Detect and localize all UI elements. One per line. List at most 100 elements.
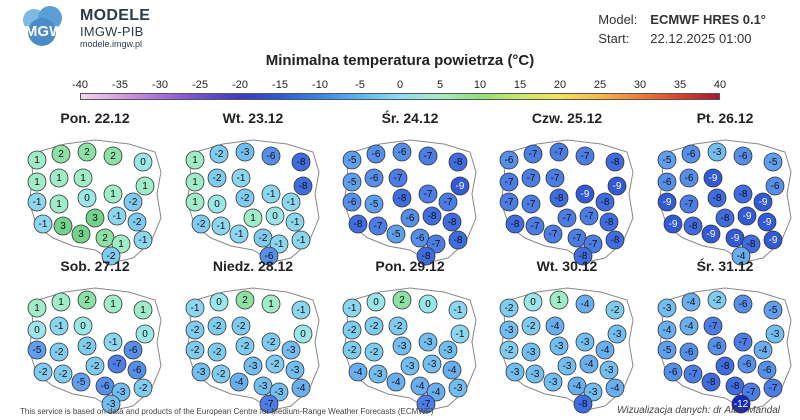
station-marker: -1 [285, 212, 305, 232]
station-marker: -6 [679, 168, 699, 188]
station-marker: -8 [348, 214, 368, 234]
station-circle [400, 208, 420, 228]
station-temp-label: -3 [107, 399, 116, 410]
station-temp-label: 0 [214, 199, 220, 210]
station-circle [763, 230, 783, 250]
station-circle [77, 188, 97, 208]
station-marker: -3 [607, 324, 627, 344]
station-circle [209, 144, 229, 164]
station-marker: -9 [450, 176, 470, 196]
station-temp-label: -7 [563, 213, 572, 224]
station-marker: 0 [209, 292, 229, 312]
station-temp-label: -8 [739, 189, 748, 200]
panel-day-label: Czw. 25.12 [531, 110, 603, 126]
station-temp-label: -8 [428, 211, 437, 222]
station-temp-label: -3 [398, 341, 407, 352]
station-circle [27, 320, 47, 340]
station-circle [763, 152, 783, 172]
station-marker: -6 [123, 340, 143, 360]
station-marker: -3 [281, 340, 301, 360]
station-temp-label: -1 [297, 305, 306, 316]
station-circle [229, 372, 249, 392]
station-marker: -3 [543, 372, 563, 392]
station-circle [207, 316, 227, 336]
station-temp-label: -4 [737, 251, 746, 262]
forecast-panel: Niedz. 28.12 -1 0 2 1 -1 -2 -2 -2 0 -2 -2 -2 -2 -3 -3 -2… [178, 258, 338, 418]
station-circle [235, 336, 255, 356]
station-circle [77, 142, 97, 162]
station-marker: -8 [733, 184, 753, 204]
station-circle [71, 224, 91, 244]
station-temp-label: -9 [613, 181, 622, 192]
station-temp-label: -7 [424, 151, 433, 162]
station-circle [107, 206, 127, 226]
station-circle [448, 152, 468, 172]
panel-day-label: Sob. 27.12 [60, 258, 130, 274]
station-marker: -4 [753, 340, 773, 360]
station-marker: 1 [49, 194, 69, 214]
station-circle [505, 362, 525, 382]
station-temp-label: -3 [197, 367, 206, 378]
station-circle [543, 372, 563, 392]
station-temp-label: -7 [424, 189, 433, 200]
colorbar-tick-label: 35 [673, 79, 687, 91]
station-marker: -3 [599, 360, 619, 380]
station-temp-label: -5 [348, 177, 357, 188]
station-marker: -6 [259, 246, 279, 266]
station-marker: -5 [364, 194, 384, 214]
station-circle [135, 176, 155, 196]
station-circle [525, 216, 545, 236]
station-temp-label: 1 [34, 177, 40, 188]
station-marker: -7 [567, 228, 587, 248]
station-circle [499, 340, 519, 360]
station-marker: -2 [261, 332, 281, 352]
station-temp-label: -3 [605, 365, 614, 376]
panel-day-label: Wt. 23.12 [222, 110, 284, 126]
station-circle [575, 184, 595, 204]
station-marker: -1 [107, 206, 127, 226]
station-circle [579, 354, 599, 374]
station-circle [293, 176, 313, 196]
station-temp-label: -8 [579, 251, 588, 262]
station-marker: -2 [265, 354, 285, 374]
station-temp-label: -3 [406, 361, 415, 372]
station-marker: 2 [95, 228, 115, 248]
forecast-panel: Wt. 30.12 -2 0 1 -4 -2 -3 -2 -4 -3 -2 -3 -3 -3 -4 -3 -3-… [492, 258, 652, 418]
station-circle [392, 336, 412, 356]
station-circle [573, 246, 593, 266]
station-temp-label: -2 [611, 305, 620, 316]
station-temp-label: 2 [84, 147, 90, 158]
station-marker: 2 [51, 144, 71, 164]
station-marker: -2 [53, 364, 73, 384]
station-circle [657, 298, 677, 318]
station-circle [71, 372, 91, 392]
station-circle [366, 144, 386, 164]
station-marker: -4 [567, 376, 587, 396]
station-circle [737, 206, 757, 226]
station-marker: -3 [191, 362, 211, 382]
station-circle [737, 354, 757, 374]
station-circle [438, 192, 458, 212]
station-temp-label: -2 [271, 359, 280, 370]
station-circle [133, 152, 153, 172]
station-marker: -5 [763, 152, 783, 172]
station-marker: -6 [733, 294, 753, 314]
station-circle [450, 176, 470, 196]
colorbar-tick-label: -40 [72, 79, 88, 91]
station-temp-label: -7 [531, 221, 540, 232]
station-temp-label: -6 [348, 197, 357, 208]
station-temp-label: 1 [268, 299, 274, 310]
station-temp-label: 1 [34, 155, 40, 166]
station-marker: -3 [448, 378, 468, 398]
station-marker: 1 [27, 172, 47, 192]
station-temp-label: -8 [611, 157, 620, 168]
station-temp-label: -2 [129, 197, 138, 208]
station-marker: -2 [342, 320, 362, 340]
station-circle [243, 208, 263, 228]
station-temp-label: -9 [663, 197, 672, 208]
station-marker: -3 [765, 324, 785, 344]
station-marker: -7 [416, 394, 436, 414]
forecast-panel: Pt. 26.12 -5 -6 -3 -6 -5 -6 -6 -9 -6 -9 -7 -8 -8 -9 -9-… [650, 110, 800, 270]
station-temp-label: -3 [291, 365, 300, 376]
forecast-panel: Czw. 25.12 -6 -7 -7 -7 -8 -7 -7 -7 -9 -7 -7 -8 -9 -8 -8… [492, 110, 652, 270]
